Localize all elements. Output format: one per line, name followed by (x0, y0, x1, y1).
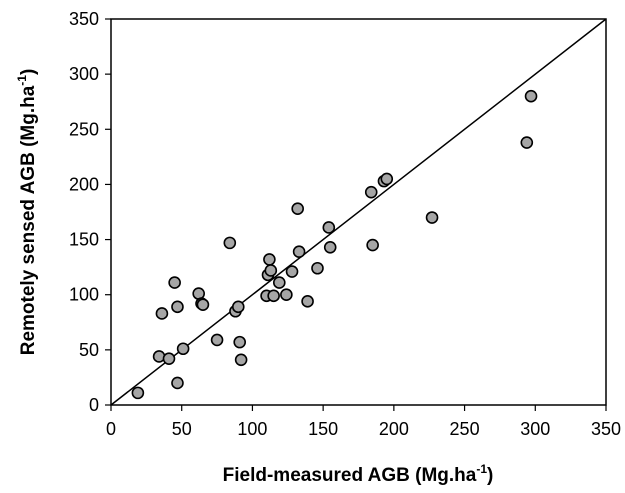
data-point (291, 202, 304, 215)
data-point (366, 238, 379, 252)
y-tick-label: 50 (79, 340, 99, 360)
x-axis-ticks: 0 50 100 150 200 250 300 350 (106, 405, 621, 439)
y-tick-label: 300 (69, 64, 99, 84)
y-axis-title-superscript: -1 (15, 75, 29, 86)
data-point (285, 265, 299, 278)
x-tick-label: 100 (237, 419, 267, 439)
y-axis-ticks: 0 50 100 150 200 250 300 350 (69, 9, 111, 415)
data-point (155, 307, 169, 320)
data-point (196, 298, 210, 311)
y-axis-title-suffix: ) (18, 69, 39, 75)
data-point (210, 333, 224, 347)
y-tick-label: 100 (69, 285, 99, 305)
data-point (263, 253, 276, 266)
data-point (364, 185, 378, 199)
x-axis-title-main: Field-measured AGB (Mg.ha (223, 465, 477, 486)
y-axis-title: Remotely sensed AGB (Mg.ha-1) (15, 69, 39, 356)
x-axis-title-superscript: -1 (476, 462, 487, 476)
x-tick-label: 350 (591, 419, 621, 439)
x-axis-title: Field-measured AGB (Mg.ha-1) (223, 462, 494, 486)
data-point (233, 335, 246, 349)
x-tick-label: 250 (450, 419, 480, 439)
data-point (272, 276, 286, 289)
one-to-one-line (110, 18, 607, 406)
data-point (292, 245, 306, 259)
data-point (223, 236, 237, 250)
x-tick-label: 0 (106, 419, 116, 439)
data-point (264, 264, 278, 277)
data-point (267, 289, 280, 303)
y-tick-label: 250 (69, 119, 99, 139)
data-point (311, 261, 324, 275)
data-point (231, 300, 245, 314)
data-point (380, 172, 394, 186)
data-point (162, 352, 176, 365)
data-point (171, 300, 184, 314)
y-tick-label: 350 (69, 9, 99, 29)
x-axis-title-suffix: ) (487, 465, 493, 486)
y-tick-label: 0 (89, 395, 99, 415)
data-point (520, 136, 534, 149)
data-point (171, 376, 184, 390)
data-point (301, 295, 314, 308)
y-tick-label: 200 (69, 174, 99, 194)
data-point (168, 276, 181, 289)
data-point (280, 288, 293, 302)
x-tick-label: 150 (308, 419, 338, 439)
x-tick-label: 50 (172, 419, 192, 439)
data-point (234, 353, 248, 367)
data-point (524, 89, 538, 103)
data-points (131, 89, 538, 400)
data-point (425, 211, 439, 224)
data-point (323, 240, 337, 254)
y-tick-label: 150 (69, 230, 99, 250)
x-tick-label: 300 (520, 419, 550, 439)
y-axis-title-main: Remotely sensed AGB (Mg.ha (18, 85, 39, 355)
data-point (322, 221, 336, 234)
data-point (176, 342, 190, 356)
x-tick-label: 200 (379, 419, 409, 439)
data-point (131, 386, 145, 400)
